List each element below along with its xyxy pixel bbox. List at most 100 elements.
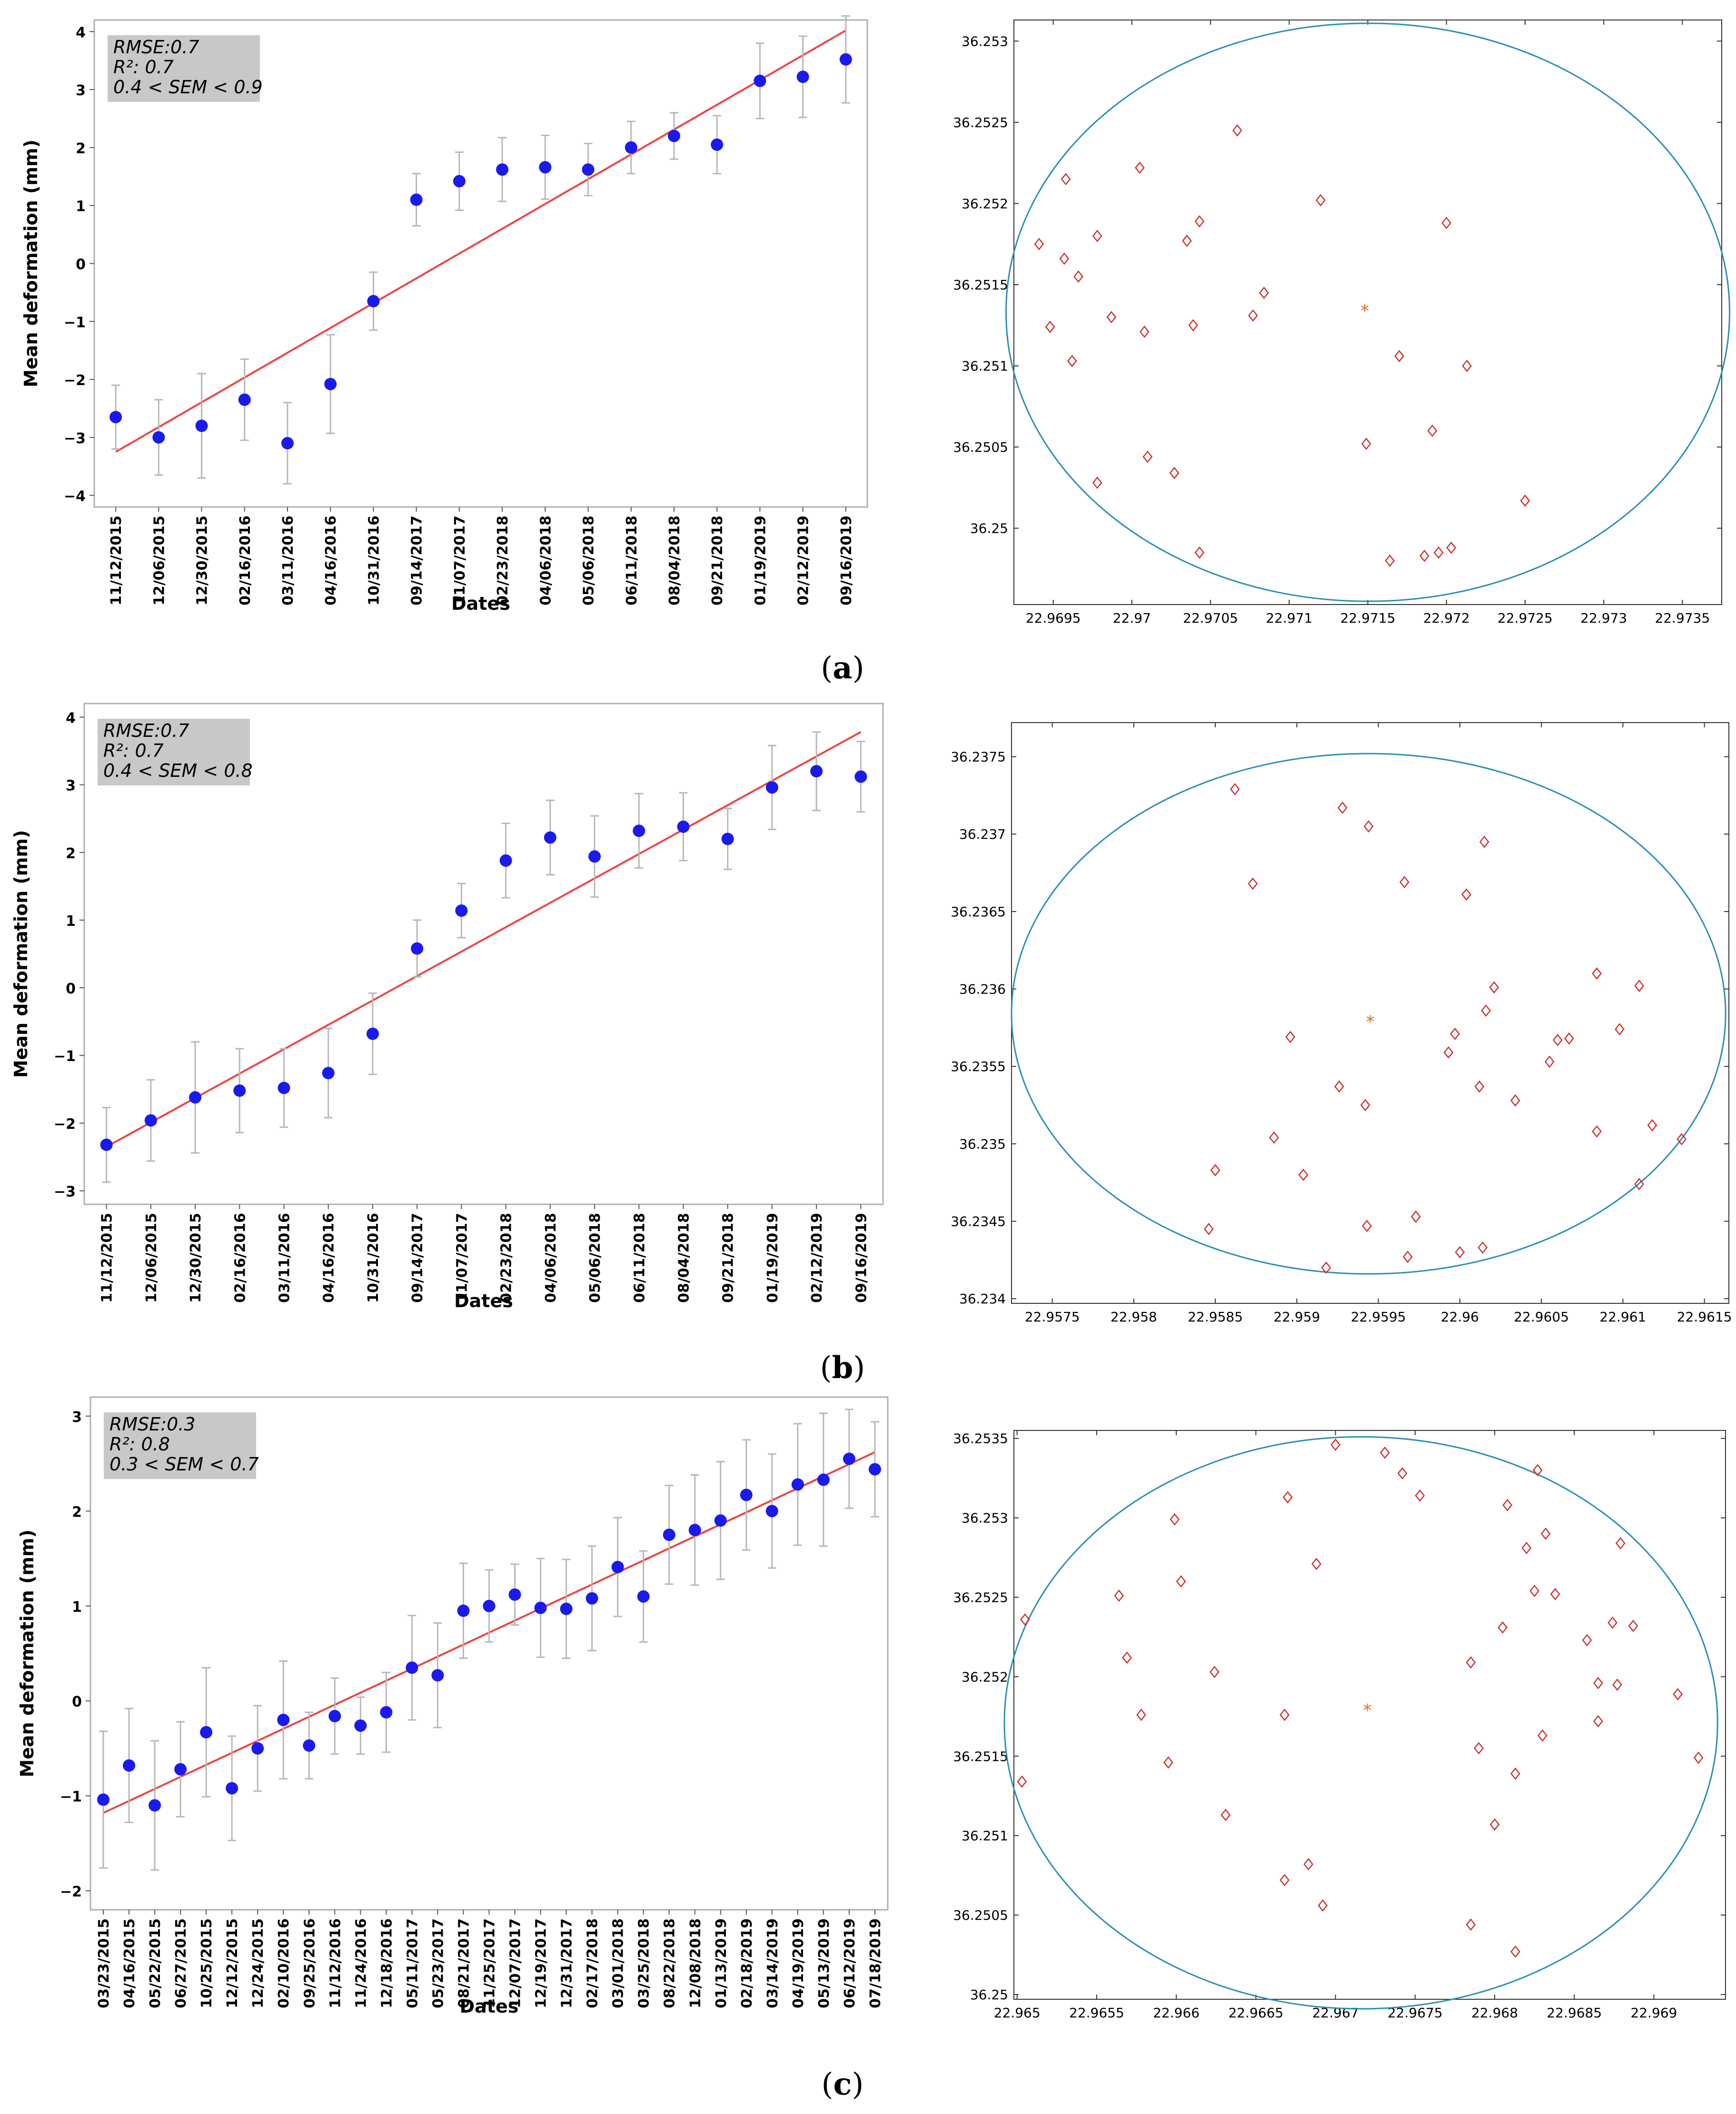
scatterer-point	[1615, 1023, 1625, 1036]
scatterer-point	[1232, 124, 1242, 137]
scatterer-point	[1303, 1858, 1314, 1871]
y-tick-label: 1	[72, 1599, 82, 1616]
scatterer-point	[1433, 546, 1444, 559]
y-tick-label: 36.251	[962, 358, 1008, 374]
scatterer-point	[1446, 541, 1457, 554]
y-tick-label: 36.252	[962, 1669, 1008, 1685]
x-tick-label: 09/16/2019	[853, 1213, 870, 1303]
data-point	[508, 1588, 521, 1601]
panel-label: (b)	[820, 1350, 865, 1386]
x-tick-label: 22.9725	[1498, 610, 1553, 626]
y-tick-label: −3	[54, 1184, 76, 1201]
x-tick-label: 22.9735	[1655, 610, 1710, 626]
scatterer-point	[1593, 1677, 1603, 1689]
x-tick-label: 12/06/2015	[143, 1213, 160, 1303]
y-tick-label: 36.2345	[951, 1214, 1006, 1230]
x-tick-label: 02/10/2016	[276, 1918, 292, 2008]
x-tick-label: 05/23/2017	[430, 1918, 446, 2008]
x-tick-label: 22.958	[1111, 1309, 1157, 1325]
scatterer-point	[1443, 1046, 1454, 1059]
data-point	[303, 1739, 316, 1752]
data-point	[411, 942, 424, 955]
x-tick-label: 08/04/2018	[676, 1213, 693, 1303]
data-point	[796, 70, 809, 83]
y-tick-label: 3	[66, 778, 76, 794]
time-series-chart-a: −4 −3 −2 −1 0 1 2 3 4 11/12/2015 12/06/2015 12/30/2…	[20, 15, 868, 614]
x-tick-label: 22.971	[1266, 610, 1312, 626]
time-series-chart-b: −3 −2 −1 0 1 2 3 4 11/12/2015 12/06/2015 12/30/201…	[10, 703, 884, 1311]
x-tick-label: 22.9715	[1340, 610, 1396, 626]
y-tick-label: −1	[60, 1789, 82, 1806]
data-point	[496, 163, 509, 176]
scatterer-point	[1298, 1168, 1309, 1181]
stats-box	[108, 35, 260, 102]
data-point	[765, 781, 778, 794]
x-tick-label: 05/22/2015	[147, 1918, 164, 2008]
scatterer-point	[1593, 1715, 1603, 1727]
scatterer-point	[1441, 217, 1452, 229]
data-point	[740, 1489, 753, 1501]
y-tick-label: −2	[64, 372, 86, 389]
x-tick-label: 02/18/2019	[739, 1918, 755, 2008]
scatterer-point	[1311, 1558, 1321, 1570]
y-tick-label: 1	[76, 198, 86, 215]
scatterer-point	[1397, 1467, 1408, 1480]
x-tick-label: 10/25/2015	[198, 1918, 215, 2008]
x-tick-label: 22.9655	[1069, 2005, 1124, 2021]
x-tick-label: 11/12/2016	[327, 1918, 344, 2008]
data-point	[233, 1084, 246, 1097]
panel-label: (c)	[822, 2066, 864, 2102]
map-area	[1013, 1430, 1726, 2000]
x-tick-label: 12/08/2018	[687, 1918, 704, 2008]
y-tick-label: 3	[72, 1409, 82, 1426]
data-point	[534, 1601, 547, 1614]
scatterer-point	[1537, 1729, 1548, 1742]
x-tick-label: 06/11/2018	[624, 516, 640, 605]
data-point	[637, 1590, 650, 1603]
y-tick-label: 36.2525	[953, 115, 1008, 130]
scatterer-point	[1592, 967, 1602, 980]
y-axis-label: Mean deformation (mm)	[20, 139, 41, 387]
x-tick-label: 11/25/2017	[482, 1918, 498, 2008]
scatterer-point	[1182, 234, 1192, 247]
x-tick-label: 12/07/2017	[507, 1918, 524, 2008]
x-tick-label: 12/06/2015	[151, 516, 168, 605]
stats-text: 0.3 < SEM < 0.7	[109, 1454, 259, 1475]
data-point	[410, 193, 423, 206]
x-tick-label: 01/13/2019	[713, 1918, 730, 2008]
data-point	[281, 437, 294, 450]
scatterer-point	[1532, 1464, 1543, 1477]
scatterer-point	[1134, 161, 1145, 174]
scatterer-point	[1479, 835, 1489, 848]
scatterer-point	[1067, 355, 1077, 367]
x-tick-label: 02/23/2018	[498, 1213, 515, 1303]
scatterer-point	[1176, 1575, 1186, 1588]
scatterer-point	[1474, 1742, 1484, 1755]
scatterer-point	[1510, 1094, 1520, 1107]
data-point	[328, 1710, 341, 1723]
y-tick-label: 36.253	[962, 1510, 1008, 1526]
data-point	[854, 770, 867, 783]
y-tick-label: 36.25	[970, 521, 1008, 536]
y-axis-label: Mean deformation (mm)	[17, 1529, 38, 1777]
stats-text: R²: 0.7	[113, 57, 174, 78]
x-tick-label: 22.9595	[1351, 1309, 1406, 1325]
stats-text: R²: 0.8	[109, 1434, 170, 1455]
x-tick-label: 22.959	[1273, 1309, 1320, 1325]
scatterer-point	[1259, 287, 1269, 299]
x-tick-label: 12/18/2016	[378, 1918, 395, 2008]
data-point	[839, 53, 852, 66]
x-tick-label: 01/19/2019	[764, 1213, 781, 1303]
scatterer-point	[1540, 1527, 1551, 1540]
scatterer-point	[1552, 1033, 1563, 1046]
y-tick-label: 36.2355	[951, 1059, 1006, 1074]
x-tick-label: 05/06/2018	[581, 516, 597, 605]
stats-text: RMSE:0.3	[109, 1414, 196, 1435]
scatterer-point	[1550, 1588, 1560, 1600]
scatterer-point	[1361, 437, 1371, 450]
scatterer-point	[1363, 820, 1374, 833]
data-point	[324, 377, 337, 390]
x-tick-label: 22.9615	[1677, 1309, 1732, 1325]
x-tick-label: 12/30/2015	[188, 1213, 204, 1303]
scatterer-point	[1676, 1133, 1687, 1146]
